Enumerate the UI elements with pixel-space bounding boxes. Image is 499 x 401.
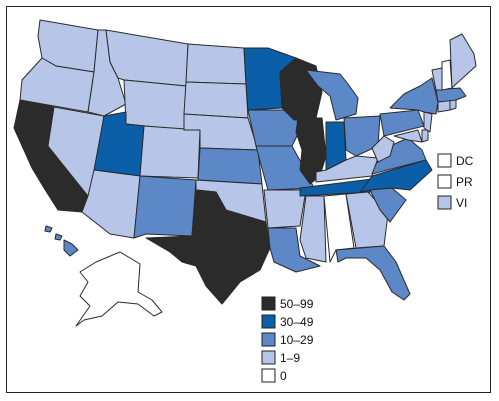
state-michigan xyxy=(305,69,359,121)
state-new-york xyxy=(389,77,439,115)
state-kentucky xyxy=(315,155,379,183)
territory-dc-label: DC xyxy=(456,154,474,168)
state-louisiana xyxy=(267,227,321,273)
state-north-carolina xyxy=(359,159,433,193)
state-maine xyxy=(449,33,477,89)
state-texas xyxy=(145,189,271,305)
legend-label: 30–49 xyxy=(280,315,314,329)
legend-item-10-29: 10–29 xyxy=(261,332,314,347)
legend-item-1-9: 1–9 xyxy=(261,350,300,365)
state-north-dakota xyxy=(185,43,247,85)
territory-vi: VI xyxy=(437,195,467,210)
legend-item-30-49: 30–49 xyxy=(261,314,314,329)
state-mississippi xyxy=(299,195,327,263)
legend-label: 50–99 xyxy=(280,297,314,311)
state-west-virginia xyxy=(371,135,395,163)
state-hawaii xyxy=(44,225,79,257)
state-wisconsin xyxy=(279,57,323,121)
state-kansas xyxy=(197,147,263,185)
state-colorado xyxy=(139,125,201,179)
state-new-mexico xyxy=(133,175,197,239)
state-delaware xyxy=(421,129,429,143)
legend-label: 0 xyxy=(280,369,287,383)
state-florida xyxy=(335,245,411,301)
state-new-hampshire xyxy=(441,59,453,91)
state-new-jersey xyxy=(423,111,433,133)
territory-dc: DC xyxy=(437,153,474,168)
state-massachusetts xyxy=(435,87,467,103)
state-wyoming xyxy=(123,79,187,131)
state-alaska xyxy=(75,251,163,327)
territory-pr: PR xyxy=(437,174,473,189)
legend-label: 1–9 xyxy=(280,351,300,365)
territory-pr-label: PR xyxy=(456,175,473,189)
territory-vi-label: VI xyxy=(456,196,467,210)
legend-item-50-99: 50–99 xyxy=(261,296,314,311)
state-arkansas xyxy=(263,189,307,229)
state-illinois xyxy=(295,117,327,185)
value-legend: 50–99 30–49 10–29 1–9 0 xyxy=(261,296,314,383)
legend-item-0: 0 xyxy=(261,368,287,383)
state-ohio xyxy=(343,115,381,157)
territory-legend: DC PR VI xyxy=(437,153,474,210)
state-montana xyxy=(105,29,189,87)
state-south-dakota xyxy=(183,81,249,119)
legend-label: 10–29 xyxy=(280,333,314,347)
state-rhode-island xyxy=(449,99,457,111)
